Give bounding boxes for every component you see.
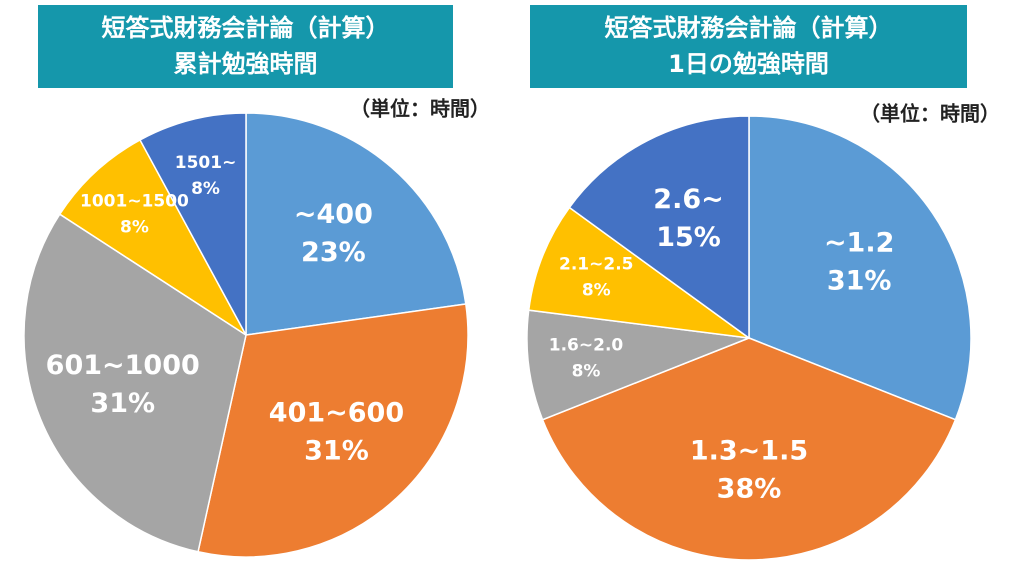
slice-value-label: 15% [656,222,721,253]
slice-category-label: 401~600 [269,397,404,428]
pie-slice [568,115,750,340]
title-box [530,5,967,88]
pie-slice [748,115,972,421]
slice-value-label: 38% [717,474,782,505]
slice-category-label: 601~1000 [46,350,200,381]
slice-category-label: 2.6~ [653,184,723,215]
slice-value-label: 8% [191,179,220,199]
slice-value-label: 31% [827,266,892,297]
slice-value-label: 8% [582,281,611,301]
chart-subtitle: 累計勉強時間 [174,50,318,78]
slice-value-label: 23% [301,237,366,268]
slice-value-label: 31% [90,388,155,419]
pie-slice [541,337,957,561]
unit-label: （単位：時間） [350,97,490,121]
slice-category-label: 1001~1500 [80,191,189,211]
pie-chart: 短答式財務会計論（計算） 累計勉強時間 （単位：時間） ~400 23% 401~600 3… [23,5,490,558]
chart-title: 短答式財務会計論（計算） [102,14,390,42]
slice-category-label: ~1.2 [824,228,894,259]
slice-category-label: 1.6~2.0 [549,336,624,356]
slice-value-label: 8% [572,362,601,382]
chart-subtitle: 1日の勉強時間 [668,50,829,78]
slice-value-label: 8% [120,217,149,237]
pie-slice [139,112,247,336]
pie-slice [197,303,469,558]
slice-category-label: 1.3~1.5 [690,436,808,467]
slice-category-label: 1501~ [175,153,237,173]
title-box [38,5,453,88]
pie-slice [58,138,247,336]
pie-slice [245,112,467,336]
chart-title: 短答式財務会計論（計算） [605,14,893,42]
unit-label: （単位：時間） [860,102,1000,126]
slice-category-label: ~400 [294,199,373,230]
pie-chart: 短答式財務会計論（計算） 1日の勉強時間 （単位：時間） ~1.2 31% 1.3~1.5… [526,5,1000,561]
slice-category-label: 2.1~2.5 [559,255,633,275]
pie-slice [527,206,750,339]
slice-value-label: 31% [304,435,369,466]
pie-slice [526,309,750,421]
pie-slice [23,213,247,553]
